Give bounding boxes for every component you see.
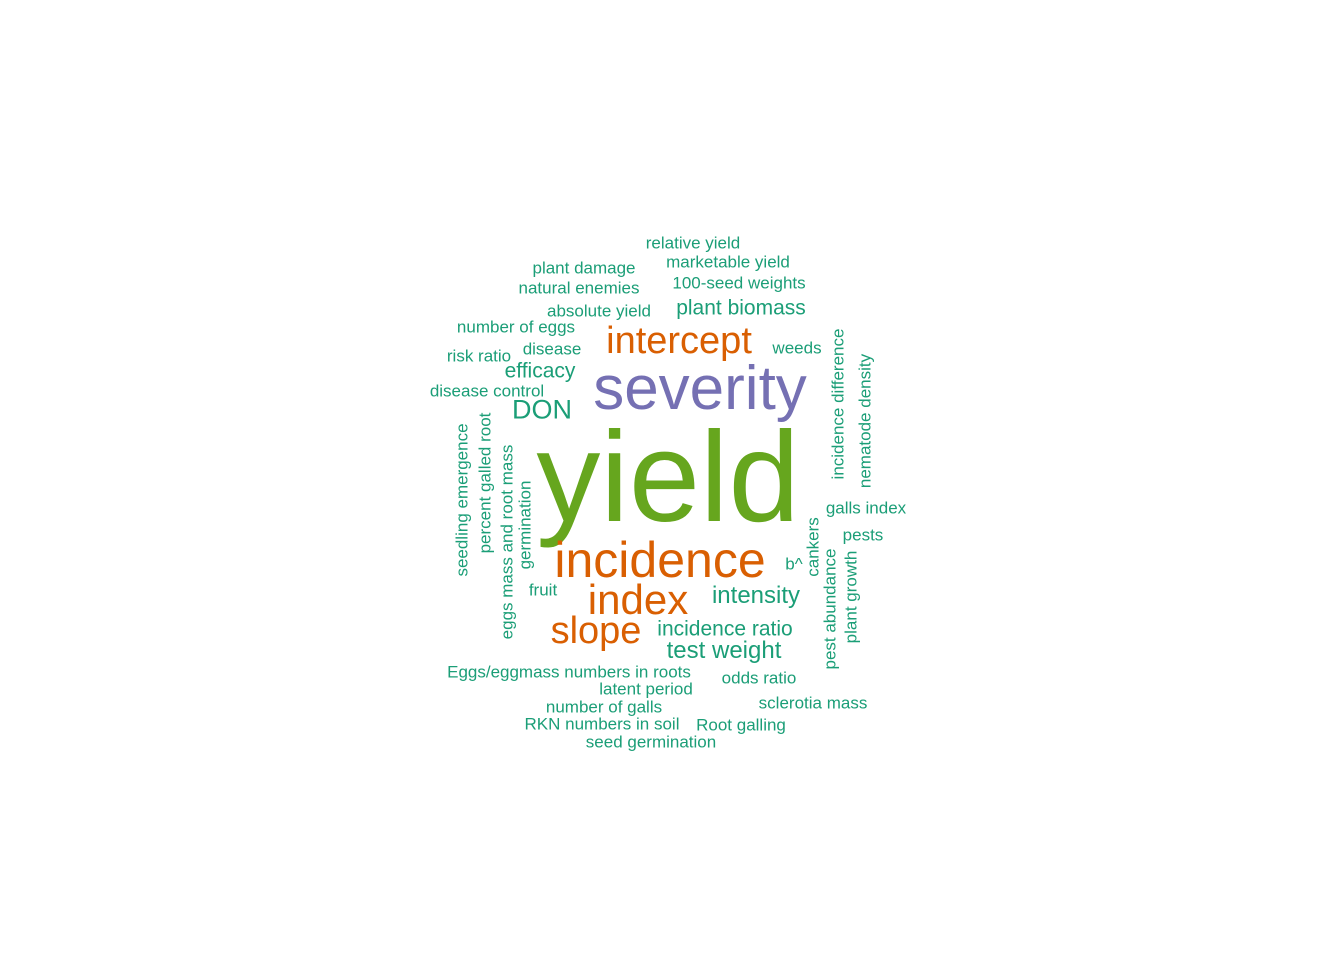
word-efficacy: efficacy bbox=[504, 359, 576, 383]
word-eggs-mass-and-root-mass: eggs mass and root mass bbox=[497, 444, 517, 640]
word-severity: severity bbox=[593, 354, 807, 423]
word-latent-period: latent period bbox=[599, 679, 693, 699]
word-number-of-eggs: number of eggs bbox=[456, 317, 576, 337]
word-incidence: incidence bbox=[554, 532, 766, 588]
word-relative-yield: relative yield bbox=[645, 233, 741, 253]
word-galls-index: galls index bbox=[825, 498, 907, 518]
word-disease: disease bbox=[522, 339, 582, 359]
word-absolute-yield: absolute yield bbox=[547, 301, 651, 321]
word-nematode-density: nematode density bbox=[855, 353, 875, 489]
word-weeds: weeds bbox=[772, 338, 822, 358]
word-disease-control: disease control bbox=[429, 381, 545, 401]
word-number-of-galls: number of galls bbox=[545, 697, 663, 717]
word-risk-ratio: risk ratio bbox=[446, 346, 512, 366]
word-natural-enemies: natural enemies bbox=[518, 278, 640, 298]
word-fruit: fruit bbox=[528, 580, 558, 600]
word-test-weight: test weight bbox=[666, 637, 782, 664]
word-pest-abundance: pest abundance bbox=[820, 548, 840, 670]
word-sclerotia-mass: sclerotia mass bbox=[758, 693, 868, 713]
word-cankers: cankers bbox=[803, 517, 823, 577]
word-root-galling: Root galling bbox=[696, 715, 786, 735]
word-seedling-emergence: seedling emergence bbox=[452, 423, 472, 577]
word-plant-damage: plant damage bbox=[532, 258, 636, 278]
word-incidence-difference: incidence difference bbox=[828, 328, 848, 480]
word-rkn-numbers-in-soil: RKN numbers in soil bbox=[524, 714, 680, 734]
word-marketable-yield: marketable yield bbox=[666, 252, 790, 272]
word-incidence-ratio: incidence ratio bbox=[657, 617, 793, 641]
word-seed-germination: seed germination bbox=[585, 732, 717, 752]
word-eggs-eggmass-numbers: Eggs/eggmass numbers in roots bbox=[447, 662, 691, 682]
word-slope: slope bbox=[550, 610, 642, 652]
word-100-seed-weights: 100-seed weights bbox=[672, 273, 806, 293]
word-intercept: intercept bbox=[606, 320, 752, 362]
word-don: DON bbox=[512, 394, 572, 425]
word-intensity: intensity bbox=[711, 582, 801, 609]
word-germination: germination bbox=[515, 480, 535, 570]
word-plant-growth: plant growth bbox=[841, 550, 861, 644]
word-b-hat: b^ bbox=[785, 554, 803, 574]
word-pests: pests bbox=[842, 525, 884, 545]
word-odds-ratio: odds ratio bbox=[721, 668, 797, 688]
word-index: index bbox=[587, 576, 689, 623]
word-percent-galled-root: percent galled root bbox=[475, 412, 495, 554]
word-yield: yield bbox=[536, 406, 800, 549]
word-plant-biomass: plant biomass bbox=[676, 296, 806, 320]
